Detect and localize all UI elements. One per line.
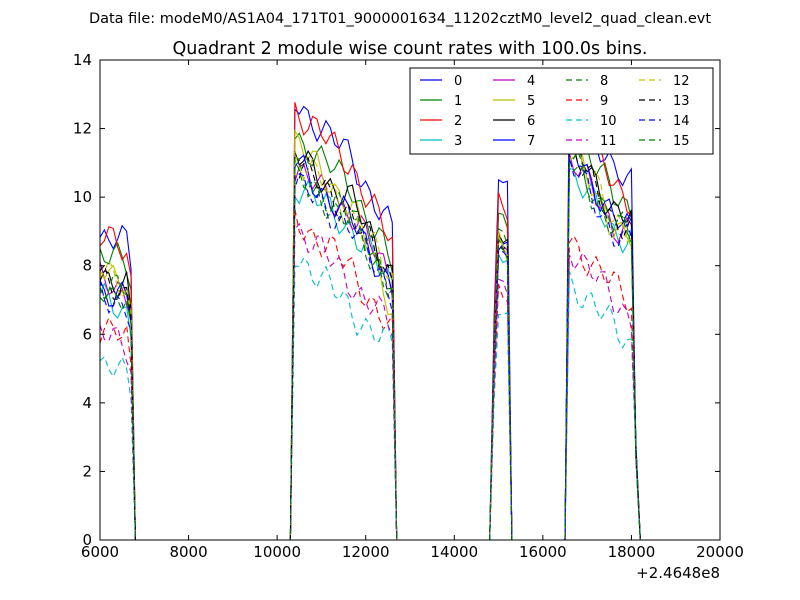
chart-title: Quadrant 2 module wise count rates with …	[173, 39, 648, 59]
y-tick-label: 2	[82, 462, 92, 480]
legend-label-0: 0	[454, 74, 462, 89]
x-tick-label: 12000	[342, 543, 390, 561]
legend-label-6: 6	[527, 114, 535, 129]
legend-label-2: 2	[454, 114, 462, 129]
legend-label-13: 13	[673, 94, 690, 109]
series-line-0	[100, 81, 641, 540]
legend-box	[409, 67, 714, 155]
series-line-7	[100, 124, 641, 540]
y-tick-label: 6	[82, 325, 92, 343]
series-line-6	[100, 123, 641, 540]
plot-area: 6000 8000 10000 12000 14000 16000 18000 20000 0 2…	[73, 51, 744, 561]
plot-frame	[99, 59, 721, 541]
legend-label-3: 3	[454, 134, 462, 149]
y-tick-label: 14	[73, 51, 92, 69]
series-line-14	[100, 157, 641, 540]
series-line-11	[100, 222, 641, 540]
series-line-10	[100, 256, 641, 540]
y-tick-label: 8	[82, 257, 92, 275]
x-tick-label: 14000	[430, 543, 478, 561]
legend-label-8: 8	[600, 74, 608, 89]
x-offset-label: +2.4648e8	[636, 564, 720, 582]
legend-label-12: 12	[673, 74, 690, 89]
x-tick-label: 18000	[608, 543, 656, 561]
x-tick-label: 20000	[696, 543, 744, 561]
series-line-1	[100, 124, 641, 540]
series-layer	[100, 81, 641, 540]
x-tick-label: 16000	[519, 543, 567, 561]
legend-label-10: 10	[600, 114, 617, 129]
legend-label-9: 9	[600, 94, 608, 109]
legend-label-1: 1	[454, 94, 462, 109]
x-tick-label: 6000	[81, 543, 119, 561]
legend-label-15: 15	[673, 134, 690, 149]
legend-label-11: 11	[600, 134, 617, 149]
y-tick-label: 4	[82, 394, 92, 412]
series-line-4	[100, 152, 641, 540]
legend-label-5: 5	[527, 94, 535, 109]
legend-label-14: 14	[673, 114, 690, 129]
y-tick-label: 12	[73, 120, 92, 138]
series-line-12	[100, 145, 641, 540]
x-tick-label: 10000	[253, 543, 301, 561]
axes-layer: 6000 8000 10000 12000 14000 16000 18000 20000 0 2…	[73, 51, 744, 561]
series-line-3	[100, 167, 641, 540]
series-line-13	[100, 141, 641, 540]
x-tick-label: 8000	[169, 543, 207, 561]
series-line-2	[100, 102, 641, 540]
suptitle: Data file: modeM0/AS1A04_171T01_90000016…	[89, 11, 711, 27]
y-tick-label: 0	[82, 531, 92, 549]
legend-label-4: 4	[527, 74, 535, 89]
y-tick-label: 10	[73, 188, 92, 206]
series-line-15	[100, 150, 641, 540]
series-line-8	[100, 155, 641, 540]
legend-label-7: 7	[527, 134, 535, 149]
